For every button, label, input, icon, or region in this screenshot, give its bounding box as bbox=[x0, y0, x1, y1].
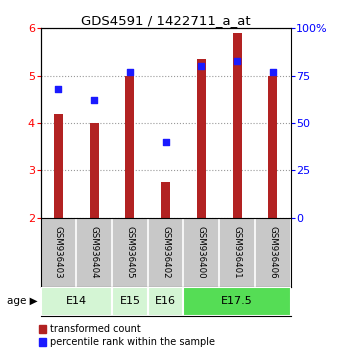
Legend: transformed count, percentile rank within the sample: transformed count, percentile rank withi… bbox=[39, 325, 215, 347]
Text: GSM936401: GSM936401 bbox=[233, 226, 242, 279]
Point bbox=[270, 69, 275, 75]
Bar bbox=[112, 287, 148, 316]
Bar bbox=[233, 33, 242, 218]
Bar bbox=[90, 123, 99, 218]
Text: age ▶: age ▶ bbox=[6, 296, 37, 306]
Bar bbox=[161, 182, 170, 218]
Point bbox=[127, 69, 132, 75]
Point bbox=[199, 63, 204, 69]
Bar bbox=[148, 287, 184, 316]
Text: GSM936404: GSM936404 bbox=[90, 226, 99, 279]
Text: GSM936406: GSM936406 bbox=[268, 226, 277, 279]
Bar bbox=[197, 59, 206, 218]
Text: E17.5: E17.5 bbox=[221, 296, 253, 306]
Point bbox=[234, 58, 240, 63]
Text: E15: E15 bbox=[119, 296, 140, 306]
Text: E16: E16 bbox=[155, 296, 176, 306]
Point bbox=[56, 86, 61, 92]
Bar bbox=[184, 287, 291, 316]
Point bbox=[92, 97, 97, 103]
Text: GSM936403: GSM936403 bbox=[54, 226, 63, 279]
Text: GSM936400: GSM936400 bbox=[197, 226, 206, 279]
Bar bbox=[41, 287, 112, 316]
Bar bbox=[268, 76, 277, 218]
Text: GSM936402: GSM936402 bbox=[161, 226, 170, 279]
Point bbox=[163, 139, 168, 145]
Bar bbox=[54, 114, 63, 218]
Text: GSM936405: GSM936405 bbox=[125, 226, 135, 279]
Text: E14: E14 bbox=[66, 296, 87, 306]
Title: GDS4591 / 1422711_a_at: GDS4591 / 1422711_a_at bbox=[81, 14, 250, 27]
Bar bbox=[125, 76, 134, 218]
